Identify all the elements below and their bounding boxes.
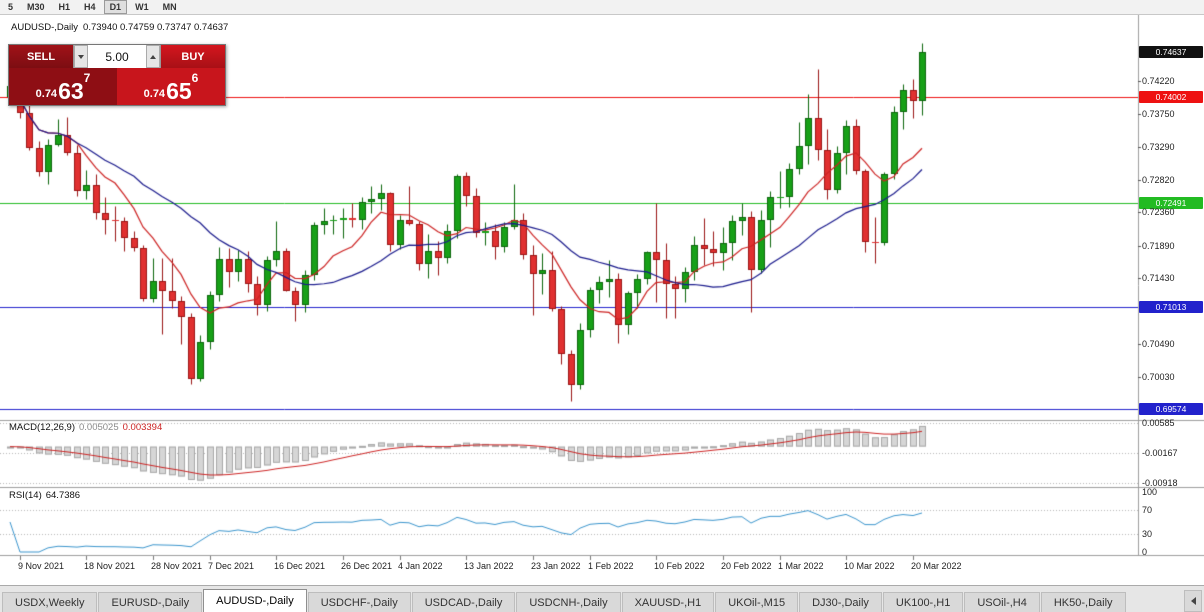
price-tick-label: 0.70490 bbox=[1142, 339, 1175, 349]
buy-price-prefix: 0.74 bbox=[143, 88, 166, 100]
sell-price[interactable]: 0.74 63 7 bbox=[9, 68, 117, 105]
macd-scale-label: -0.00918 bbox=[1142, 478, 1178, 488]
chart-tab-10[interactable]: USOil-,H4 bbox=[964, 592, 1040, 612]
hline-price-badge: 0.74002 bbox=[1139, 91, 1203, 103]
sell-price-pips: 63 bbox=[58, 78, 84, 104]
volume-decrease-button[interactable] bbox=[74, 45, 88, 68]
rsi-indicator-label: RSI(14) 64.7386 bbox=[9, 490, 84, 501]
date-label: 1 Feb 2022 bbox=[588, 561, 634, 571]
triangle-up-icon bbox=[150, 54, 156, 59]
macd-scale-label: -0.00167 bbox=[1142, 448, 1178, 458]
date-label: 7 Dec 2021 bbox=[208, 561, 255, 571]
date-label: 4 Jan 2022 bbox=[398, 561, 443, 571]
timeframe-button-m30[interactable]: M30 bbox=[27, 2, 45, 12]
hline-price-badge: 0.72491 bbox=[1139, 197, 1203, 209]
price-tick-label: 0.70030 bbox=[1142, 372, 1175, 382]
chart-tab-9[interactable]: UK100-,H1 bbox=[882, 592, 964, 612]
timeframe-button-mn[interactable]: MN bbox=[162, 2, 177, 12]
triangle-down-icon bbox=[78, 54, 84, 59]
date-label: 13 Jan 2022 bbox=[464, 561, 514, 571]
price-tick-label: 0.71890 bbox=[1142, 241, 1175, 251]
price-tick-label: 0.71430 bbox=[1142, 273, 1175, 283]
trade-panel-buttons-row: SELL 5.00 BUY bbox=[9, 45, 225, 68]
price-tick-label: 0.73750 bbox=[1142, 109, 1175, 119]
sell-button[interactable]: SELL bbox=[9, 45, 73, 68]
rsi-name: RSI(14) bbox=[9, 490, 42, 501]
chart-tab-7[interactable]: UKOil-,M15 bbox=[715, 592, 799, 612]
one-click-trade-panel: SELL 5.00 BUY 0.74 63 7 0.74 65 6 bbox=[8, 44, 226, 106]
left-arrow-icon bbox=[1190, 597, 1196, 605]
chart-tab-11[interactable]: HK50-,Daily bbox=[1040, 592, 1126, 612]
sell-price-point: 7 bbox=[83, 71, 91, 85]
macd-main-value: 0.005025 bbox=[79, 422, 119, 433]
rsi-scale-label: 0 bbox=[1142, 547, 1148, 557]
volume-input[interactable]: 5.00 bbox=[105, 49, 129, 64]
chart-symbol-label: AUDUSD-,Daily bbox=[11, 22, 79, 33]
timeframe-toolbar: 5 M30 H1 H4 D1 W1 MN bbox=[0, 0, 1204, 15]
chart-ohlc-values: 0.73940 0.74759 0.73747 0.74637 bbox=[83, 22, 229, 33]
date-label: 23 Jan 2022 bbox=[531, 561, 581, 571]
price-tick-label: 0.72820 bbox=[1142, 175, 1175, 185]
rsi-value: 64.7386 bbox=[45, 490, 81, 501]
chart-tab-4[interactable]: USDCAD-,Daily bbox=[411, 592, 516, 612]
hline-price-badge: 0.69574 bbox=[1139, 403, 1203, 415]
buy-price-point: 6 bbox=[191, 71, 199, 85]
rsi-scale-label: 70 bbox=[1142, 505, 1153, 515]
rsi-scale-label: 100 bbox=[1142, 487, 1158, 497]
bid-price-badge: 0.74637 bbox=[1139, 46, 1203, 58]
chart-tab-bar: USDX,Weekly EURUSD-,Daily AUDUSD-,Daily USD… bbox=[0, 585, 1204, 612]
date-label: 16 Dec 2021 bbox=[274, 561, 326, 571]
chart-tab-3[interactable]: USDCHF-,Daily bbox=[307, 592, 411, 612]
date-label: 10 Feb 2022 bbox=[654, 561, 705, 571]
macd-signal-value: 0.003394 bbox=[122, 422, 163, 433]
price-chart-canvas[interactable] bbox=[0, 15, 1204, 585]
chart-ohlc-info: AUDUSD-,Daily 0.73940 0.74759 0.73747 0.7… bbox=[11, 22, 233, 33]
price-tick-label: 0.73290 bbox=[1142, 142, 1175, 152]
date-label: 9 Nov 2021 bbox=[18, 561, 65, 571]
rsi-scale-label: 30 bbox=[1142, 529, 1153, 539]
buy-price-pips: 65 bbox=[166, 78, 192, 104]
macd-indicator-label: MACD(12,26,9) 0.005025 0.003394 bbox=[9, 422, 166, 433]
timeframe-button-5[interactable]: 5 bbox=[8, 2, 14, 12]
chart-tab-6[interactable]: XAUUSD-,H1 bbox=[621, 592, 715, 612]
buy-price[interactable]: 0.74 65 6 bbox=[117, 68, 225, 105]
macd-name: MACD(12,26,9) bbox=[9, 422, 75, 433]
chart-tab-2[interactable]: AUDUSD-,Daily bbox=[203, 589, 307, 612]
date-label: 18 Nov 2021 bbox=[84, 561, 136, 571]
date-label: 20 Feb 2022 bbox=[721, 561, 772, 571]
date-label: 26 Dec 2021 bbox=[341, 561, 393, 571]
volume-increase-button[interactable] bbox=[146, 45, 160, 68]
hline-price-badge: 0.71013 bbox=[1139, 301, 1203, 313]
volume-field: 5.00 bbox=[73, 45, 161, 68]
timeframe-button-h4[interactable]: H4 bbox=[84, 2, 96, 12]
timeframe-button-w1[interactable]: W1 bbox=[135, 2, 149, 12]
trade-panel-prices-row: 0.74 63 7 0.74 65 6 bbox=[9, 68, 225, 105]
date-label: 10 Mar 2022 bbox=[844, 561, 895, 571]
date-label: 28 Nov 2021 bbox=[151, 561, 203, 571]
chart-tab-8[interactable]: DJ30-,Daily bbox=[799, 592, 882, 612]
timeframe-button-d1[interactable]: D1 bbox=[103, 0, 128, 14]
date-label: 1 Mar 2022 bbox=[778, 561, 824, 571]
chart-tab-1[interactable]: EURUSD-,Daily bbox=[98, 592, 203, 612]
timeframe-button-h1[interactable]: H1 bbox=[58, 2, 71, 12]
sell-price-prefix: 0.74 bbox=[35, 88, 58, 100]
chart-tab-5[interactable]: USDCNH-,Daily bbox=[516, 592, 621, 612]
macd-scale-label: 0.00585 bbox=[1142, 418, 1175, 428]
buy-button[interactable]: BUY bbox=[161, 45, 225, 68]
price-tick-label: 0.74220 bbox=[1142, 76, 1175, 86]
tab-scroll-left-button[interactable] bbox=[1184, 590, 1202, 612]
price-tick-label: 0.72360 bbox=[1142, 207, 1175, 217]
date-label: 20 Mar 2022 bbox=[911, 561, 962, 571]
chart-tab-0[interactable]: USDX,Weekly bbox=[2, 592, 98, 612]
